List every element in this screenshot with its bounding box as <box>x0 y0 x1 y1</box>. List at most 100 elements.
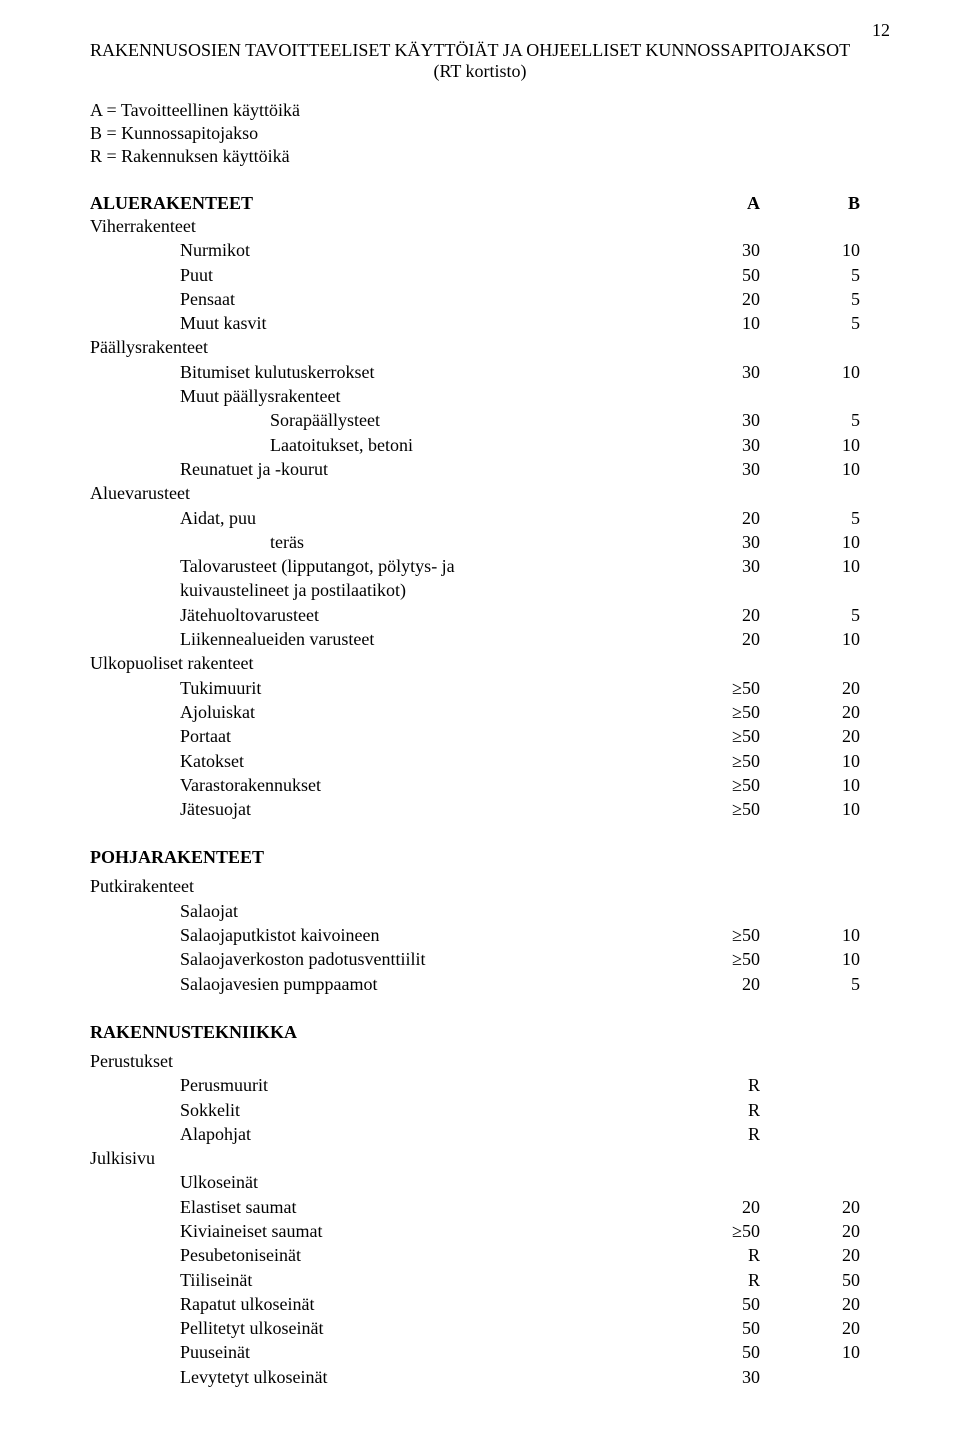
row-label: Ulkopuoliset rakenteet <box>90 651 670 675</box>
row-value-a: 30 <box>670 554 790 603</box>
row-value-b: 10 <box>790 923 870 947</box>
table-row: Muut kasvit105 <box>90 311 870 335</box>
row-value-b: 10 <box>790 554 870 603</box>
row-label: Tiiliseinät <box>90 1268 670 1292</box>
row-value-a: ≥50 <box>670 797 790 821</box>
row-value-b: 10 <box>790 457 870 481</box>
document-title-line1: RAKENNUSOSIEN TAVOITTEELISET KÄYTTÖIÄT J… <box>90 40 870 61</box>
table-row: Tukimuurit≥5020 <box>90 676 870 700</box>
row-value-a: 50 <box>670 1316 790 1340</box>
row-value-b: 5 <box>790 506 870 530</box>
row-label: Perustukset <box>90 1049 670 1073</box>
row-label: Julkisivu <box>90 1146 670 1170</box>
row-value-b <box>790 214 870 238</box>
row-label: Aidat, puu <box>90 506 670 530</box>
table-row: Elastiset saumat2020 <box>90 1195 870 1219</box>
row-value-b: 20 <box>790 1195 870 1219</box>
row-value-b: 5 <box>790 603 870 627</box>
row-value-a: ≥50 <box>670 700 790 724</box>
document-page: 12 RAKENNUSOSIEN TAVOITTEELISET KÄYTTÖIÄ… <box>0 0 960 1455</box>
row-value-b: 5 <box>790 972 870 996</box>
row-label: Aluevarusteet <box>90 481 670 505</box>
table-row: Julkisivu <box>90 1146 870 1170</box>
row-label: Salaojaverkoston padotusventtiilit <box>90 947 670 971</box>
row-label: Salaojat <box>90 899 670 923</box>
row-label: Katokset <box>90 749 670 773</box>
aluerakenteet-table: ViherrakenteetNurmikot3010Puut505Pensaat… <box>90 214 870 821</box>
row-value-a <box>670 1170 790 1194</box>
table-row: Ulkoseinät <box>90 1170 870 1194</box>
table-row: Päällysrakenteet <box>90 335 870 359</box>
row-value-b <box>790 335 870 359</box>
row-label: teräs <box>90 530 670 554</box>
row-value-a: ≥50 <box>670 947 790 971</box>
row-label: Sokkelit <box>90 1098 670 1122</box>
row-value-a: ≥50 <box>670 724 790 748</box>
row-value-a <box>670 335 790 359</box>
row-label: Elastiset saumat <box>90 1195 670 1219</box>
row-label: Pellitetyt ulkoseinät <box>90 1316 670 1340</box>
row-value-a: ≥50 <box>670 1219 790 1243</box>
row-value-a: ≥50 <box>670 676 790 700</box>
row-value-a: R <box>670 1073 790 1097</box>
row-value-b: 10 <box>790 238 870 262</box>
row-value-b <box>790 1073 870 1097</box>
aluerakenteet-header-row: ALUERAKENTEET A B <box>90 193 870 214</box>
row-label: Ulkoseinät <box>90 1170 670 1194</box>
row-label: Varastorakennukset <box>90 773 670 797</box>
row-label: Nurmikot <box>90 238 670 262</box>
table-row: SokkelitR <box>90 1098 870 1122</box>
row-value-b: 20 <box>790 1243 870 1267</box>
row-label: Tukimuurit <box>90 676 670 700</box>
table-row: AlapohjatR <box>90 1122 870 1146</box>
table-row: Ulkopuoliset rakenteet <box>90 651 870 675</box>
row-value-b: 5 <box>790 311 870 335</box>
legend-r: R = Rakennuksen käyttöikä <box>90 146 870 167</box>
row-value-a: 10 <box>670 311 790 335</box>
row-label: Alapohjat <box>90 1122 670 1146</box>
row-value-b: 5 <box>790 263 870 287</box>
row-label: Pesubetoniseinät <box>90 1243 670 1267</box>
legend-b: B = Kunnossapitojakso <box>90 123 870 144</box>
table-row: Muut päällysrakenteet <box>90 384 870 408</box>
row-value-a: 30 <box>670 530 790 554</box>
row-value-a: 20 <box>670 627 790 651</box>
row-value-a <box>670 1049 790 1073</box>
table-row: Portaat≥5020 <box>90 724 870 748</box>
row-label: Talovarusteet (lipputangot, pölytys- ja … <box>90 554 670 603</box>
table-row: Sorapäällysteet305 <box>90 408 870 432</box>
row-value-b <box>790 1098 870 1122</box>
row-value-b: 10 <box>790 627 870 651</box>
row-value-b: 10 <box>790 749 870 773</box>
row-value-b <box>790 651 870 675</box>
table-row: Salaojavesien pumppaamot205 <box>90 972 870 996</box>
row-label: Muut kasvit <box>90 311 670 335</box>
row-label: Levytetyt ulkoseinät <box>90 1365 670 1389</box>
row-value-b <box>790 1049 870 1073</box>
row-value-b <box>790 384 870 408</box>
row-label: Puut <box>90 263 670 287</box>
row-value-b: 20 <box>790 700 870 724</box>
row-value-a: ≥50 <box>670 773 790 797</box>
row-value-a: 30 <box>670 408 790 432</box>
table-row: Ajoluiskat≥5020 <box>90 700 870 724</box>
row-value-a: 20 <box>670 287 790 311</box>
row-label: Salaojaputkistot kaivoineen <box>90 923 670 947</box>
table-row: Aluevarusteet <box>90 481 870 505</box>
row-value-a: 30 <box>670 457 790 481</box>
row-value-a <box>670 481 790 505</box>
table-row: Aidat, puu205 <box>90 506 870 530</box>
row-value-b: 10 <box>790 773 870 797</box>
table-row: Salaojat <box>90 899 870 923</box>
row-value-b: 10 <box>790 1340 870 1364</box>
row-label: Putkirakenteet <box>90 874 670 898</box>
row-label: Puuseinät <box>90 1340 670 1364</box>
row-value-a <box>670 651 790 675</box>
table-row: Bitumiset kulutuskerrokset3010 <box>90 360 870 384</box>
row-value-b: 10 <box>790 530 870 554</box>
table-row: Nurmikot3010 <box>90 238 870 262</box>
table-row: Jätesuojat≥5010 <box>90 797 870 821</box>
row-value-a: 30 <box>670 238 790 262</box>
row-value-b: 50 <box>790 1268 870 1292</box>
row-value-a: 50 <box>670 1340 790 1364</box>
